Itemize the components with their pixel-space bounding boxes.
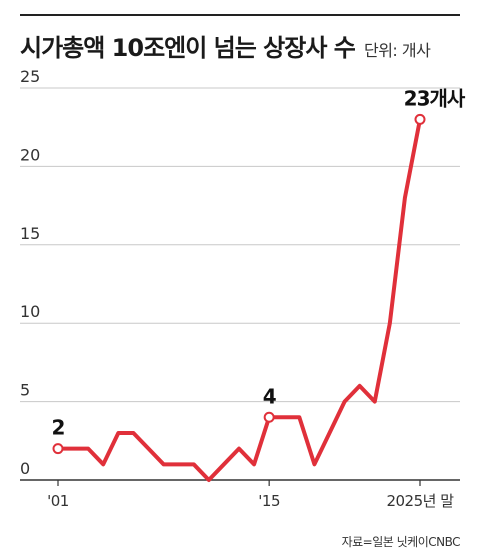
- y-tick-label-5: 5: [20, 381, 30, 400]
- title-row: 시가총액 10조엔이 넘는 상장사 수 단위: 개사: [20, 28, 431, 63]
- data-point-2018: [312, 462, 316, 466]
- data-point-2016: [282, 415, 286, 419]
- x-tick-label-2: 2025년 말: [386, 492, 454, 510]
- annotation-marker-2: [414, 113, 426, 125]
- series-line: [56, 117, 422, 482]
- data-point-2013: [237, 447, 241, 451]
- y-tick-label-25: 25: [20, 67, 40, 86]
- data-point-2022: [373, 400, 377, 404]
- data-point-2023: [388, 321, 392, 325]
- data-point-2014: [252, 462, 256, 466]
- data-point-2019: [328, 431, 332, 435]
- x-tick-label-1: '15: [258, 492, 280, 510]
- x-tick-label-0: '01: [47, 492, 69, 510]
- annotation-label-1: 4: [263, 384, 276, 408]
- data-point-2004: [101, 462, 105, 466]
- data-point-2020: [343, 400, 347, 404]
- data-point-2024: [403, 196, 407, 200]
- data-point-2005: [116, 431, 120, 435]
- data-point-2008: [162, 462, 166, 466]
- annotation-label-0: 2: [52, 416, 65, 440]
- y-tick-label-20: 20: [20, 145, 40, 164]
- y-tick-label-0: 0: [20, 459, 30, 478]
- data-point-2007: [147, 447, 151, 451]
- data-point-2003: [86, 447, 90, 451]
- data-point-2002: [71, 447, 75, 451]
- y-tick-label-10: 10: [20, 302, 40, 321]
- y-tick-label-15: 15: [20, 224, 40, 243]
- chart-title: 시가총액 10조엔이 넘는 상장사 수: [20, 34, 356, 62]
- annotation-label-2: 23개사: [404, 86, 466, 110]
- data-point-2017: [297, 415, 301, 419]
- unit-label: 단위: 개사: [363, 41, 431, 60]
- source-note: 자료=일본 닛케이CNBC: [341, 535, 461, 549]
- top-rule: [20, 14, 460, 16]
- annotation-marker-0: [52, 443, 64, 455]
- annotation-marker-1: [263, 411, 275, 423]
- data-point-2021: [358, 384, 362, 388]
- data-point-2009: [177, 462, 181, 466]
- data-point-2012: [222, 462, 226, 466]
- data-point-2011: [207, 478, 211, 482]
- data-point-2010: [192, 462, 196, 466]
- data-point-2006: [131, 431, 135, 435]
